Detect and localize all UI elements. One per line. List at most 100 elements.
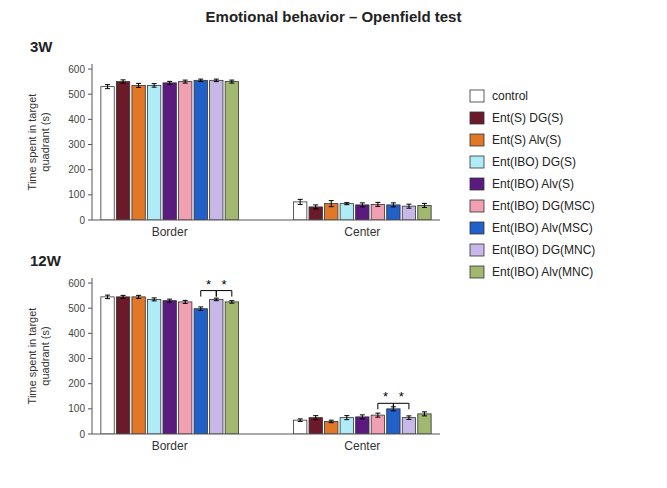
error-cap <box>344 415 349 416</box>
legend-label: Ent(IBO) DG(MSC) <box>492 199 595 213</box>
bar <box>356 417 369 434</box>
error-cap <box>183 83 188 84</box>
error-bar <box>406 416 411 420</box>
bar <box>387 205 400 220</box>
error-cap <box>214 298 219 299</box>
figure-title: Emotional behavior – Openfield test <box>206 8 462 25</box>
error-cap <box>136 295 141 296</box>
y-tick-label: 300 <box>68 139 85 150</box>
error-cap <box>329 200 334 201</box>
error-bar <box>121 295 126 298</box>
error-bar <box>152 298 157 301</box>
y-tick-label: 0 <box>79 429 85 440</box>
x-tick-label: Border <box>152 439 188 453</box>
bar <box>132 297 145 434</box>
error-line <box>424 203 425 207</box>
error-cap <box>121 298 126 299</box>
bar <box>309 207 322 220</box>
error-line <box>200 307 201 311</box>
error-cap <box>360 418 365 419</box>
legend-label: Ent(IBO) Alv(S) <box>492 177 574 191</box>
error-bar <box>183 300 188 303</box>
significance-label: * <box>383 389 388 404</box>
bar <box>163 83 176 220</box>
y-tick <box>88 408 92 409</box>
y-tick-label: 600 <box>68 278 85 289</box>
y-axis-label: Time spent in targetquadrant (s) <box>26 94 51 191</box>
bar <box>418 414 431 434</box>
legend-label: Ent(S) Alv(S) <box>492 133 561 147</box>
error-cap <box>406 204 411 205</box>
error-bar <box>313 416 318 420</box>
error-cap <box>121 295 126 296</box>
bar <box>210 80 223 220</box>
error-bar <box>298 419 303 422</box>
error-cap <box>167 302 172 303</box>
bar <box>293 202 306 220</box>
error-cap <box>214 79 219 80</box>
y-axis <box>92 64 93 220</box>
error-cap <box>136 298 141 299</box>
marks <box>101 295 431 434</box>
bar <box>340 204 353 220</box>
significance-label: * <box>222 277 227 292</box>
y-tick-label: 400 <box>68 328 85 339</box>
y-tick-label: 0 <box>79 215 85 226</box>
y-tick <box>88 169 92 170</box>
error-cap <box>167 299 172 300</box>
error-line <box>362 415 363 419</box>
error-cap <box>313 204 318 205</box>
error-cap <box>229 83 234 84</box>
error-cap <box>298 204 303 205</box>
error-bar <box>214 79 219 82</box>
error-cap <box>298 421 303 422</box>
significance-label: * <box>206 277 211 292</box>
legend-swatch <box>470 244 484 256</box>
x-tick-label: Center <box>344 225 380 239</box>
error-cap <box>344 419 349 420</box>
error-cap <box>136 87 141 88</box>
y-axis <box>92 278 93 434</box>
panel-title: 3W <box>30 38 53 55</box>
error-bar <box>375 413 380 417</box>
bar <box>418 205 431 220</box>
error-cap <box>198 306 203 307</box>
error-cap <box>298 199 303 200</box>
error-cap <box>198 79 203 80</box>
error-bar <box>136 295 141 298</box>
y-tick <box>88 69 92 70</box>
legend-swatch <box>470 156 484 168</box>
y-tick-label: 600 <box>68 64 85 75</box>
error-cap <box>136 83 141 84</box>
error-bar <box>422 203 427 207</box>
y-axis-label-line: quadrant (s) <box>39 326 51 385</box>
error-line <box>154 84 155 88</box>
y-tick-label: 500 <box>68 89 85 100</box>
error-cap <box>198 81 203 82</box>
y-tick-label: 200 <box>68 378 85 389</box>
bar <box>210 299 223 434</box>
error-cap <box>329 420 334 421</box>
y-tick <box>88 283 92 284</box>
error-cap <box>214 81 219 82</box>
legend-swatch <box>470 90 484 102</box>
bar <box>179 302 192 434</box>
error-cap <box>344 204 349 205</box>
error-cap <box>391 202 396 203</box>
error-cap <box>167 81 172 82</box>
x-tick-label: Border <box>152 225 188 239</box>
bar <box>101 87 114 220</box>
error-cap <box>229 80 234 81</box>
error-cap <box>391 410 396 411</box>
x-axis <box>92 434 440 435</box>
error-cap <box>313 415 318 416</box>
error-cap <box>313 419 318 420</box>
y-axis-label-line: Time spent in target <box>26 308 38 405</box>
error-bar <box>105 85 110 89</box>
error-cap <box>152 83 157 84</box>
y-tick-label: 500 <box>68 303 85 314</box>
panel: 3W0100200300400500600Time spent in targe… <box>26 38 440 239</box>
bar <box>371 204 384 220</box>
error-bar <box>214 298 219 301</box>
error-cap <box>422 411 427 412</box>
